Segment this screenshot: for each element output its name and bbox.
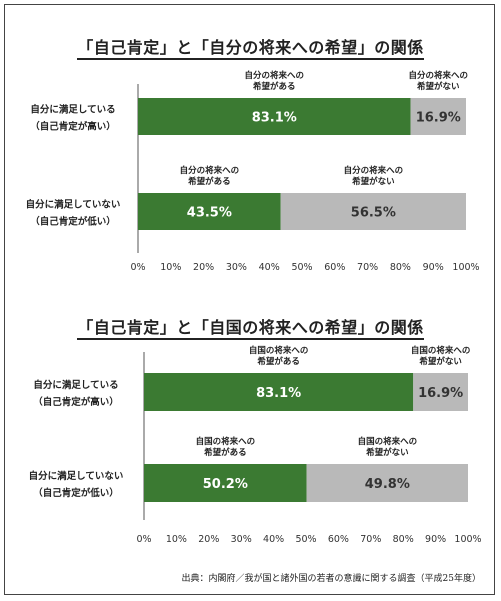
chart-2: 0% 10% 20% 30% 40% 50% 60% 70% 80% 90% 100% 自分に満足して…: [29, 345, 482, 545]
series-label: 自国の将来への: [196, 436, 256, 447]
data-label: 56.5%: [351, 206, 396, 221]
x-tick-label: 40%: [259, 262, 280, 273]
series-label: 自国の将来への: [411, 345, 471, 356]
series-label: 希望がない: [352, 176, 395, 187]
category-label: 自分に満足していない: [29, 470, 124, 482]
series-label: 希望がある: [188, 176, 231, 187]
chart-1-title: 「自己肯定」と「自分の将来への希望」の関係: [0, 34, 501, 60]
source-note: 出典：内閣府／我が国と諸外国の若者の意識に関する調査（平成25年度）: [181, 574, 481, 584]
data-label: 50.2%: [203, 477, 248, 492]
category-label: （自己肯定が低い）: [33, 487, 119, 499]
x-tick-label: 20%: [193, 262, 214, 273]
x-tick-label: 80%: [390, 262, 411, 273]
chart-1: 0% 10% 20% 30% 40% 50% 60% 70% 80% 90% 100% 自分に満足して…: [26, 70, 480, 273]
x-tick-label: 60%: [328, 534, 349, 545]
x-tick-label: 100%: [452, 262, 479, 273]
data-label: 43.5%: [187, 206, 232, 221]
x-tick-label: 10%: [166, 534, 187, 545]
x-tick-label: 40%: [263, 534, 284, 545]
series-label: 希望がない: [417, 81, 460, 92]
category-label: （自己肯定が高い）: [30, 121, 116, 133]
x-tick-label: 50%: [295, 534, 316, 545]
series-label: 自分の将来への: [180, 165, 240, 176]
bar-segment: [138, 193, 281, 230]
x-tick-label: 50%: [291, 262, 312, 273]
x-tick-label: 10%: [160, 262, 181, 273]
x-tick-label: 60%: [324, 262, 345, 273]
series-label: 希望がある: [257, 356, 300, 367]
x-tick-label: 0%: [136, 534, 151, 545]
bar-segment: [306, 464, 468, 502]
bar-segment: [280, 193, 466, 230]
category-label: （自己肯定が高い）: [33, 396, 119, 408]
x-tick-label: 30%: [226, 262, 247, 273]
category-label: 自分に満足していない: [26, 199, 121, 211]
x-tick-label: 90%: [425, 534, 446, 545]
x-tick-label: 80%: [393, 534, 414, 545]
series-label: 希望がある: [204, 447, 247, 458]
series-label: 自分の将来への: [409, 70, 469, 81]
data-label: 83.1%: [252, 111, 297, 126]
x-tick-label: 70%: [360, 534, 381, 545]
bar-segment: [410, 98, 466, 135]
series-label: 希望がない: [366, 447, 409, 458]
category-label: 自分に満足している: [33, 379, 118, 391]
bar-segment: [144, 373, 414, 411]
data-label: 16.9%: [418, 386, 463, 401]
series-label: 希望がある: [253, 81, 296, 92]
bar-segment: [144, 464, 307, 502]
series-label: 自分の将来への: [344, 165, 404, 176]
bar-segment: [413, 373, 468, 411]
x-tick-label: 70%: [357, 262, 378, 273]
x-tick-label: 90%: [423, 262, 444, 273]
series-label: 希望がない: [419, 356, 462, 367]
x-tick-label: 0%: [130, 262, 145, 273]
category-label: （自己肯定が低い）: [30, 216, 116, 228]
data-label: 16.9%: [416, 111, 461, 126]
data-label: 83.1%: [256, 386, 301, 401]
series-label: 自国の将来への: [358, 436, 418, 447]
x-tick-label: 20%: [198, 534, 219, 545]
series-label: 自国の将来への: [249, 345, 309, 356]
chart-2-title: 「自己肯定」と「自国の将来への希望」の関係: [0, 314, 501, 340]
category-label: 自分に満足している: [30, 104, 115, 116]
x-tick-label: 100%: [454, 534, 481, 545]
x-tick-label: 30%: [231, 534, 252, 545]
data-label: 49.8%: [365, 477, 410, 492]
series-label: 自分の将来への: [245, 70, 305, 81]
bar-segment: [138, 98, 411, 135]
